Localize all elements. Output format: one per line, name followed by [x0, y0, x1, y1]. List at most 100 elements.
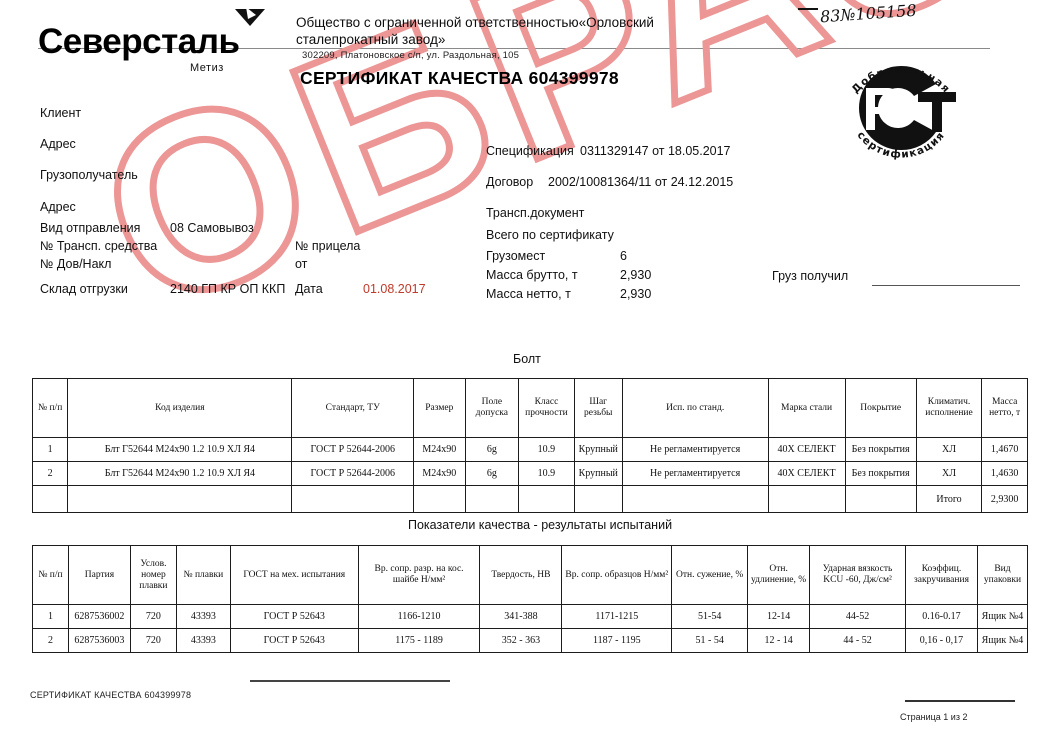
document-title: СЕРТИФИКАТ КАЧЕСТВА 604399978	[300, 68, 619, 88]
table-row: 2 6287536003 720 43393 ГОСТ Р 52643 1175 - 11…	[32, 628, 1029, 653]
field-address1-label: Адрес	[40, 137, 76, 151]
table1-total-blank-1	[67, 485, 293, 513]
table1-cell-8: 40Х СЕЛЕКТ	[767, 437, 846, 462]
table1-cell-6: Крупный	[573, 461, 623, 486]
table1-cell-7: Не регламентируется	[621, 437, 769, 462]
footer-scan-artifact	[250, 680, 450, 682]
th-thread-pitch: Шаг резьбы	[573, 378, 623, 438]
table1-total-value: 2,9300	[981, 485, 1028, 513]
field-warehouse-label: Склад отгрузки	[40, 282, 128, 296]
field-gross-mass-value: 2,930	[620, 268, 652, 282]
th2-conditional-heat-no: Услов. номер плавки	[129, 545, 177, 605]
th2-impact-toughness: Ударная вязкость KCU -60, Дж/см²	[809, 545, 906, 605]
table2-cell-7: 1171-1215	[561, 604, 673, 629]
field-from-label: от	[295, 257, 308, 271]
th2-hardness: Твердость, НВ	[479, 545, 563, 605]
rst-certification-stamp: Добровольная сертификация	[850, 64, 956, 161]
handwriting-dash	[798, 8, 818, 10]
field-specification-value: 0311329147 от 18.05.2017	[580, 144, 731, 158]
logo-subtitle: Метиз	[190, 62, 224, 74]
product-table: № п/п Код изделия Стандарт, ТУ Размер По…	[31, 378, 1028, 513]
table2-cell-6: 341-388	[479, 604, 563, 629]
th2-tensile-samples: Вр. сопр. образцов Н/мм²	[561, 545, 673, 605]
table2-cell-9: 12-14	[747, 604, 811, 629]
table1-header-row: № п/п Код изделия Стандарт, ТУ Размер По…	[31, 378, 1028, 438]
th-execution-standard: Исп. по станд.	[621, 378, 769, 438]
table1-total-blank-4	[464, 485, 520, 513]
table2-cell-11: 0,16 - 0,17	[904, 628, 978, 653]
table2-caption: Показатели качества - результаты испытан…	[408, 518, 673, 532]
field-waybill-number-label: № Дов/Накл	[40, 257, 112, 271]
table2-cell-4: ГОСТ Р 52643	[229, 604, 359, 629]
table1-cell-4: 6g	[464, 461, 520, 486]
th2-packaging-type: Вид упаковки	[976, 545, 1029, 605]
field-cargo-places-label: Грузомест	[486, 249, 546, 263]
field-gross-mass-label: Масса брутто, т	[486, 268, 578, 282]
table1-cell-2: ГОСТ Р 52644-2006	[291, 461, 414, 486]
table1-cell-1: Блт Г52644 М24х90 1.2 10.9 ХЛ Я4	[67, 437, 293, 462]
table-row: 1 6287536002 720 43393 ГОСТ Р 52643 1166-1210…	[32, 604, 1029, 629]
company-address: 302209, Платоновское с/п, ул. Раздольная…	[302, 50, 520, 61]
th-strength-class: Класс прочности	[518, 378, 575, 438]
logo-wordmark: Северсталь	[38, 22, 240, 61]
field-date-label: Дата	[295, 282, 323, 296]
table2-cell-3: 43393	[175, 604, 231, 629]
table1-cell-11: 1,4670	[981, 437, 1028, 462]
th2-elongation: Отн. удлинение, %	[747, 545, 811, 605]
header-divider	[38, 48, 990, 49]
table2-cell-11: 0.16-0.17	[904, 604, 978, 629]
field-contract-label: Договор	[486, 175, 534, 189]
th2-batch: Партия	[67, 545, 131, 605]
table1-cell-3: М24х90	[412, 461, 466, 486]
field-consignee-label: Грузополучатель	[40, 168, 138, 182]
th-coating: Покрытие	[844, 378, 917, 438]
company-name: Общество с ограниченной ответственностью…	[296, 15, 654, 47]
field-client-label: Клиент	[40, 106, 82, 120]
th-size: Размер	[412, 378, 466, 438]
field-warehouse-value: 2140 ГП КР ОП ККП	[170, 282, 286, 296]
table2-cell-7: 1187 - 1195	[561, 628, 673, 653]
field-net-mass-value: 2,930	[620, 287, 652, 301]
th2-row-no: № п/п	[32, 545, 69, 605]
table2-cell-5: 1166-1210	[357, 604, 481, 629]
th2-test-standard: ГОСТ на мех. испытания	[229, 545, 359, 605]
table1-cell-7: Не регламентируется	[621, 461, 769, 486]
table2-cell-8: 51 - 54	[671, 628, 749, 653]
field-shipment-type-label: Вид отправления	[40, 221, 141, 235]
table2-cell-0: 2	[32, 628, 69, 653]
table1-cell-0: 1	[31, 437, 69, 462]
table1-cell-10: ХЛ	[915, 437, 983, 462]
th-standard: Стандарт, ТУ	[291, 378, 414, 438]
handwritten-note: 83№105158	[819, 0, 918, 27]
table2-cell-6: 352 - 363	[479, 628, 563, 653]
field-net-mass-label: Масса нетто, т	[486, 287, 571, 301]
th-row-no: № п/п	[31, 378, 69, 438]
quality-results-table: № п/п Партия Услов. номер плавки № плавк…	[32, 545, 1029, 653]
field-address2-label: Адрес	[40, 200, 76, 214]
field-contract-value: 2002/10081364/11 от 24.12.2015	[548, 175, 734, 189]
page-number: Страница 1 из 2	[900, 712, 968, 722]
table1-cell-5: 10.9	[518, 437, 575, 462]
table-row: 1 Блт Г52644 М24х90 1.2 10.9 ХЛ Я4 ГОСТ Р …	[31, 437, 1028, 462]
table1-cell-6: Крупный	[573, 437, 623, 462]
table2-cell-1: 6287536003	[67, 628, 131, 653]
table2-cell-10: 44-52	[809, 604, 906, 629]
table1-total-blank-0	[31, 485, 69, 513]
th2-tensile-wedge: Вр. сопр. разр. на кос. шайбе Н/мм²	[357, 545, 481, 605]
table1-cell-9: Без покрытия	[844, 461, 917, 486]
table1-total-blank-5	[518, 485, 575, 513]
table1-cell-10: ХЛ	[915, 461, 983, 486]
th-product-code: Код изделия	[67, 378, 293, 438]
th2-heat-no: № плавки	[175, 545, 231, 605]
table1-total-blank-3	[412, 485, 466, 513]
cargo-received-signature-line	[872, 285, 1020, 286]
table2-cell-1: 6287536002	[67, 604, 131, 629]
th2-torque-coefficient: Коэффиц. закручивания	[904, 545, 978, 605]
field-total-per-certificate-label: Всего по сертификату	[486, 228, 614, 242]
table2-cell-3: 43393	[175, 628, 231, 653]
th-net-mass: Масса нетто, т	[981, 378, 1028, 438]
th-climatic-execution: Климатич. исполнение	[915, 378, 983, 438]
field-transport-doc-label: Трансп.документ	[486, 206, 585, 220]
table1-total-row: Итого 2,9300	[31, 485, 1028, 513]
